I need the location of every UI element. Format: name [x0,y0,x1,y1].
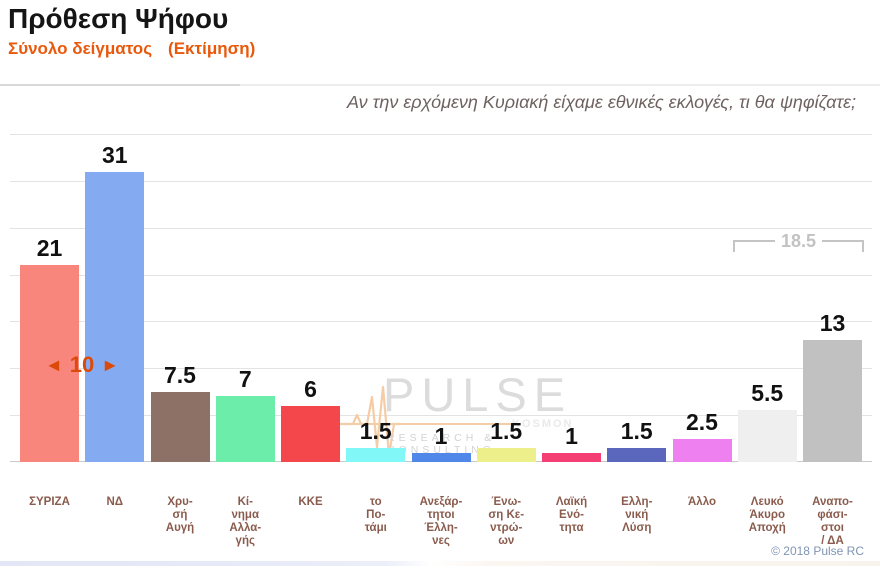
bar-1 [20,265,79,462]
bar-value-9: 1 [565,422,578,449]
undecided-sum-value: 18.5 [780,231,817,251]
bar-value-6: 1.5 [359,417,392,444]
bar-value-5: 6 [304,375,317,402]
x-label-6: το Πο- τάμι [364,496,387,534]
survey-question: Αν την ερχόμενη Κυριακή είχαμε εθνικές ε… [346,92,856,112]
x-label-10: Ελλη- νική Λύση [621,496,653,534]
x-label-13: Αναπο- φάσι- στοι / ΔΑ [812,496,853,547]
gridline-5 [10,415,872,417]
gridline-10 [10,368,872,370]
x-label-9: Λαϊκή Ενό- τητα [555,496,588,534]
x-label-11: Άλλο [688,496,716,508]
gridline-15 [10,321,872,323]
sample-label: Σύνολο δείγματος [8,39,153,58]
undecided-sum-annotation: 18.5 [733,230,865,252]
bar-5 [281,405,340,462]
gridline-20 [10,274,872,276]
bar-8 [476,447,536,462]
x-label-8: Ένω- ση Κε- ντρώ- ων [488,496,525,547]
bar-value-12: 5.5 [751,380,784,407]
x-label-7: Ανεξάρ- τητοι Έλλη- νες [419,496,463,547]
bar-9 [542,452,601,462]
bottom-gradient-strip [0,561,880,566]
right-arrow-icon: ► [101,355,120,375]
bar-3 [150,391,210,462]
gridline-30 [10,180,872,182]
x-label-3: Χρυ- σή Αυγή [165,496,195,534]
bar-2 [85,171,145,462]
bar-12 [737,410,797,462]
x-label-12: Λευκό Άκυρο Αποχή [748,496,786,534]
lead-gap-annotation: ◄ 10 ► [27,351,137,379]
pulse-logo-text: PULSE [383,368,573,421]
bar-value-3: 7.5 [164,361,196,388]
bracket-right-arm [822,240,865,252]
bar-6 [346,447,406,462]
chart-subtitle: Σύνολο δείγματος (Εκτίμηση) [8,39,255,59]
estimate-label: (Εκτίμηση) [168,39,256,58]
copyright: © 2018 Pulse RC [771,544,864,558]
x-label-4: Κί- νημα Αλλα- γής [229,496,262,547]
gridline-25 [10,227,872,229]
bar-value-11: 2.5 [686,408,718,435]
bar-value-2: 31 [101,141,128,168]
bar-value-1: 21 [36,235,63,262]
bar-value-7: 1 [434,422,448,449]
bar-10 [607,447,667,462]
x-axis-labels: ΣΥΡΙΖΑ ΝΔ Χρυ- σή Αυγή Κί- νημα Αλλα- γής ΚΚ… [10,496,872,554]
plot-area: PULSE KOSMON RESEARCH & CONSULTING ◄ 10 … [10,134,872,462]
x-label-1: ΣΥΡΙΖΑ [29,496,70,508]
bar-13 [803,340,862,462]
bar-value-10: 1.5 [620,417,653,444]
gridline-35 [10,134,872,135]
x-label-5: ΚΚΕ [298,496,323,508]
bar-value-8: 1.5 [490,417,523,444]
lead-gap-value: 10 [69,352,95,377]
bar-value-4: 7 [238,366,252,393]
x-label-2: ΝΔ [106,496,124,508]
bar-value-13: 13 [819,310,846,337]
header-divider [0,84,880,86]
page-title: Πρόθεση Ψήφου [8,3,229,34]
left-arrow-icon: ◄ [44,355,63,375]
bar-4 [215,396,275,462]
bracket-left-arm [733,240,775,252]
bar-11 [672,438,732,462]
bar-7 [411,452,471,462]
